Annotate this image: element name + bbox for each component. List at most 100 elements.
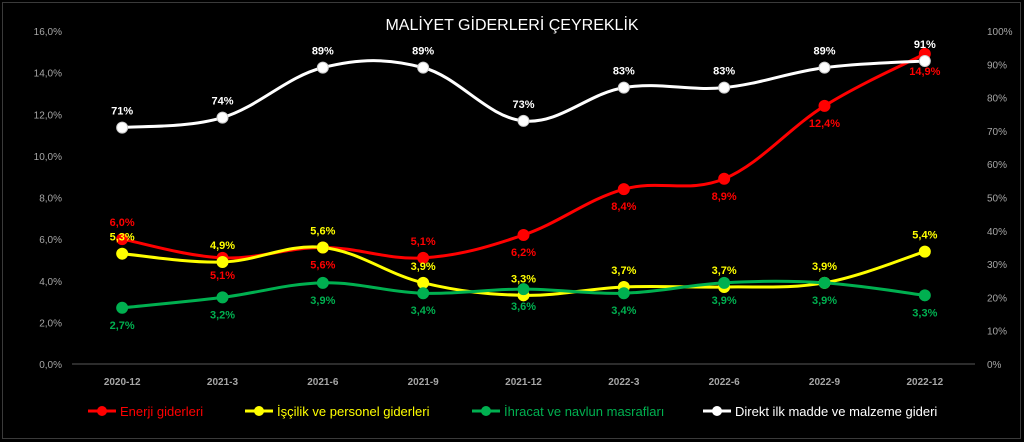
data-label: 3,9% bbox=[310, 295, 335, 307]
data-point bbox=[818, 99, 831, 112]
x-tick-label: 2021-3 bbox=[207, 377, 239, 388]
y-right-tick-label: 70% bbox=[987, 127, 1007, 138]
data-label: 8,4% bbox=[611, 201, 636, 213]
data-point bbox=[116, 301, 129, 314]
data-label: 89% bbox=[312, 46, 334, 58]
data-point bbox=[818, 276, 831, 289]
legend-entry: Direkt ilk madde ve malzeme gideri bbox=[735, 404, 937, 419]
legend: Enerji giderleri İşçilik ve personel gide… bbox=[88, 404, 937, 419]
data-label: 83% bbox=[613, 66, 635, 78]
data-label: 3,4% bbox=[411, 305, 436, 317]
data-label: 6,0% bbox=[110, 217, 135, 229]
data-label: 89% bbox=[813, 46, 835, 58]
y-right-tick-label: 80% bbox=[987, 94, 1007, 105]
y-right-tick-label: 0% bbox=[987, 360, 1002, 371]
data-label: 3,9% bbox=[812, 261, 837, 273]
data-point bbox=[617, 183, 630, 196]
data-point bbox=[918, 54, 931, 67]
data-label: 12,4% bbox=[809, 118, 840, 130]
data-point bbox=[617, 287, 630, 300]
data-point bbox=[718, 276, 731, 289]
y-right-tick-label: 30% bbox=[987, 260, 1007, 271]
data-label: 2,7% bbox=[110, 320, 135, 332]
chart-title: MALİYET GİDERLERİ ÇEYREKLİK bbox=[385, 15, 638, 34]
legend-marker-dot bbox=[481, 406, 491, 416]
legend-entry: İşçilik ve personel giderleri bbox=[277, 404, 430, 419]
x-tick-label: 2022-9 bbox=[809, 377, 841, 388]
data-label: 3,7% bbox=[712, 265, 737, 277]
x-tick-label: 2021-12 bbox=[505, 377, 542, 388]
data-point bbox=[718, 81, 731, 94]
data-point bbox=[316, 61, 329, 74]
x-tick-label: 2021-6 bbox=[307, 377, 339, 388]
data-point bbox=[316, 276, 329, 289]
data-label: 3,4% bbox=[611, 305, 636, 317]
y-right-tick-label: 50% bbox=[987, 194, 1007, 205]
y-right-tick-label: 10% bbox=[987, 327, 1007, 338]
data-label: 6,2% bbox=[511, 247, 536, 259]
data-point bbox=[617, 81, 630, 94]
legend-marker-dot bbox=[254, 406, 264, 416]
data-point bbox=[517, 228, 530, 241]
series-lines bbox=[121, 52, 926, 310]
data-label: 91% bbox=[914, 39, 936, 51]
data-labels: 6,0% 5,1% 5,6% 5,1% 6,2% 8,4% 8,9% 12,4% 14,9% 5,… bbox=[110, 39, 941, 332]
y-left-tick-label: 10,0% bbox=[34, 152, 62, 163]
data-label: 5,1% bbox=[210, 270, 235, 282]
x-tick-label: 2020-12 bbox=[104, 377, 141, 388]
y-left-tick-label: 0,0% bbox=[39, 360, 62, 371]
data-label: 14,9% bbox=[909, 66, 940, 78]
data-point bbox=[417, 251, 430, 264]
data-point bbox=[216, 291, 229, 304]
data-label: 73% bbox=[512, 99, 534, 111]
data-label: 3,3% bbox=[912, 307, 937, 319]
data-label: 5,6% bbox=[310, 259, 335, 271]
data-label: 5,1% bbox=[411, 236, 436, 248]
y-right-tick-label: 100% bbox=[987, 27, 1013, 38]
data-label: 4,9% bbox=[210, 240, 235, 252]
y-left-tick-label: 4,0% bbox=[39, 277, 62, 288]
y-right-tick-label: 90% bbox=[987, 60, 1007, 71]
data-point bbox=[316, 241, 329, 254]
data-point bbox=[116, 247, 129, 260]
y-right-tick-label: 40% bbox=[987, 227, 1007, 238]
data-label: 3,9% bbox=[411, 261, 436, 273]
legend-marker-dot bbox=[97, 406, 107, 416]
legend-entry: Enerji giderleri bbox=[120, 404, 203, 419]
data-point bbox=[918, 289, 931, 302]
data-point bbox=[517, 114, 530, 127]
y-right-tick-label: 20% bbox=[987, 293, 1007, 304]
legend-marker-dot bbox=[712, 406, 722, 416]
x-tick-label: 2022-3 bbox=[608, 377, 640, 388]
legend-entry: İhracat ve navlun masrafları bbox=[504, 404, 664, 419]
x-tick-label: 2022-6 bbox=[709, 377, 741, 388]
y-left-tick-label: 16,0% bbox=[34, 27, 62, 38]
data-label: 3,9% bbox=[712, 295, 737, 307]
data-label: 3,2% bbox=[210, 309, 235, 321]
data-point bbox=[517, 283, 530, 296]
data-point bbox=[818, 61, 831, 74]
data-label: 5,4% bbox=[912, 230, 937, 242]
series-line-0 bbox=[121, 52, 926, 260]
data-label: 3,6% bbox=[511, 301, 536, 313]
data-point bbox=[417, 287, 430, 300]
data-point bbox=[918, 245, 931, 258]
x-tick-label: 2021-9 bbox=[408, 377, 440, 388]
data-label: 89% bbox=[412, 46, 434, 58]
y-left-tick-label: 6,0% bbox=[39, 235, 62, 246]
x-tick-label: 2022-12 bbox=[906, 377, 943, 388]
y-left-tick-label: 2,0% bbox=[39, 318, 62, 329]
data-label: 3,3% bbox=[511, 273, 536, 285]
data-point bbox=[216, 111, 229, 124]
y-left-tick-label: 8,0% bbox=[39, 194, 62, 205]
data-point bbox=[116, 233, 129, 246]
data-label: 8,9% bbox=[712, 191, 737, 203]
data-label: 83% bbox=[713, 66, 735, 78]
data-label: 71% bbox=[111, 106, 133, 118]
y-left-tick-label: 14,0% bbox=[34, 69, 62, 80]
data-label: 5,6% bbox=[310, 225, 335, 237]
data-point bbox=[718, 172, 731, 185]
data-label: 3,7% bbox=[611, 265, 636, 277]
